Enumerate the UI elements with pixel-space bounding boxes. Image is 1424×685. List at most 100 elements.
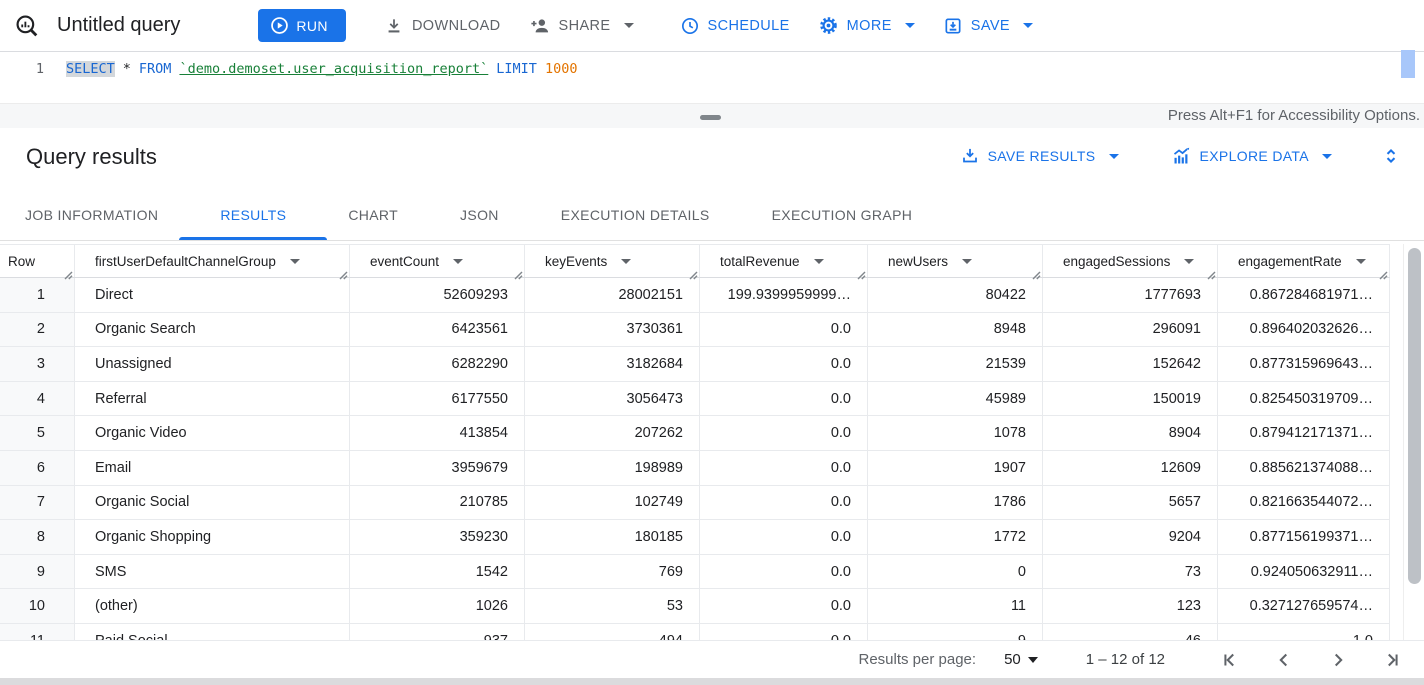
sql-from-keyword: FROM [138, 61, 172, 77]
download-icon [384, 16, 404, 36]
column-resize-handle[interactable] [1207, 271, 1216, 280]
last-page-button[interactable] [1380, 648, 1404, 672]
first-page-button[interactable] [1218, 648, 1242, 672]
cell-engagementrate: 0.821663544072… [1218, 485, 1390, 520]
tab-execution-details[interactable]: EXECUTION DETAILS [530, 190, 741, 240]
cell-totalrevenue: 0.0 [700, 623, 868, 640]
more-button-label: MORE [846, 17, 892, 34]
save-button[interactable]: SAVE [943, 16, 1033, 36]
cell-newusers: 11 [868, 589, 1043, 623]
explore-data-label: EXPLORE DATA [1199, 148, 1309, 164]
tab-results[interactable]: RESULTS [179, 190, 328, 240]
cell-firstuserdefaultchannelgroup: (other) [75, 589, 350, 623]
collapse-panel-button[interactable] [1380, 145, 1402, 167]
more-button[interactable]: MORE [818, 15, 915, 36]
column-resize-handle[interactable] [64, 271, 73, 280]
row-number-cell: 6 [0, 450, 75, 485]
editor-scrollbar-thumb[interactable] [1401, 50, 1415, 78]
cell-firstuserdefaultchannelgroup: Organic Shopping [75, 520, 350, 554]
column-header-keyevents: keyEvents [525, 245, 700, 280]
cell-engagedsessions: 8904 [1043, 416, 1218, 450]
last-page-icon [1388, 653, 1398, 666]
cell-engagedsessions: 73 [1043, 554, 1218, 589]
save-results-button[interactable]: SAVE RESULTS [960, 146, 1119, 166]
tab-execution-graph[interactable]: EXECUTION GRAPH [741, 190, 944, 240]
cell-firstuserdefaultchannelgroup: Paid Social [75, 623, 350, 640]
schedule-button[interactable]: SCHEDULE [680, 16, 790, 36]
run-button-label: RUN [296, 17, 328, 34]
save-button-label: SAVE [970, 17, 1010, 34]
column-resize-handle[interactable] [689, 271, 698, 280]
column-header-label: engagedSessions [1063, 253, 1171, 269]
row-number-cell: 1 [0, 278, 75, 312]
cell-engagedsessions: 46 [1043, 623, 1218, 640]
cell-eventcount: 937 [350, 623, 525, 640]
column-menu-caret-icon[interactable] [1355, 258, 1366, 264]
cell-eventcount: 1026 [350, 589, 525, 623]
column-header-label: Row [8, 253, 36, 269]
column-header-label: newUsers [888, 253, 949, 269]
table-row: 3 Unassigned 6282290 3182684 0.0 21539 152642 0… [0, 347, 1390, 382]
save-caret-icon [1023, 23, 1033, 28]
cell-newusers: 1786 [868, 485, 1043, 520]
column-resize-handle[interactable] [1032, 271, 1041, 280]
table-row: 1 Direct 52609293 28002151 199.9399959999… 80… [0, 278, 1390, 313]
horizontal-scrollbar[interactable] [0, 678, 1424, 685]
explore-data-button[interactable]: EXPLORE DATA [1171, 146, 1332, 167]
cell-eventcount: 210785 [350, 485, 525, 520]
column-resize-handle[interactable] [514, 271, 523, 280]
cell-newusers: 45989 [868, 381, 1043, 416]
column-resize-handle[interactable] [1379, 271, 1388, 280]
tab-chart[interactable]: CHART [317, 190, 429, 240]
column-header-label: eventCount [370, 253, 440, 269]
run-button[interactable]: RUN [258, 9, 346, 42]
query-results-header: Query results SAVE RESULTS [0, 128, 1424, 190]
results-table-header: Row firstUserDefaultChannelGroup eventCoun… [0, 244, 1390, 280]
tab-label: JOB INFORMATION [25, 207, 159, 223]
gear-icon [818, 15, 839, 36]
sql-editor[interactable]: 1 SELECT * FROM `demo.demoset.user_acquisit… [0, 50, 1424, 103]
column-header-firstuserdefaultchannelgroup: firstUserDefaultChannelGroup [75, 245, 350, 280]
clock-icon [680, 16, 700, 36]
panel-drag-handle[interactable] [700, 115, 721, 120]
column-menu-caret-icon[interactable] [621, 258, 632, 264]
query-tab-icon [14, 13, 40, 39]
table-row: 5 Organic Video 413854 207262 0.0 1078 8904 0.8… [0, 416, 1390, 451]
column-menu-caret-icon[interactable] [1184, 258, 1195, 264]
column-header-label: firstUserDefaultChannelGroup [95, 253, 276, 269]
tab-job-information[interactable]: JOB INFORMATION [25, 190, 189, 240]
column-menu-caret-icon[interactable] [962, 258, 973, 264]
cell-engagedsessions: 150019 [1043, 381, 1218, 416]
page-size-select[interactable]: 50 [1004, 651, 1038, 668]
table-scrollbar-track[interactable] [1403, 244, 1424, 640]
tab-label: EXECUTION DETAILS [560, 207, 710, 223]
panel-splitter-strip: Press Alt+F1 for Accessibility Options. [0, 103, 1424, 128]
cell-firstuserdefaultchannelgroup: Direct [75, 278, 350, 312]
query-title: Untitled query [57, 14, 181, 36]
cell-newusers: 1078 [868, 416, 1043, 450]
column-resize-handle[interactable] [339, 271, 348, 280]
column-menu-caret-icon[interactable] [813, 258, 824, 264]
cell-totalrevenue: 0.0 [700, 485, 868, 520]
sql-code-line[interactable]: SELECT * FROM `demo.demoset.user_acquisitio… [66, 61, 577, 77]
sql-table-reference-link[interactable]: `demo.demoset.user_acquisition_report` [179, 61, 489, 77]
table-scrollbar-thumb[interactable] [1408, 248, 1421, 584]
cell-engagedsessions: 1777693 [1043, 278, 1218, 312]
download-button[interactable]: DOWNLOAD [384, 16, 501, 36]
results-tabs: JOB INFORMATION RESULTS CHART JSON EXECUTION… [0, 190, 1424, 241]
cell-firstuserdefaultchannelgroup: Email [75, 450, 350, 485]
table-row: 4 Referral 6177550 3056473 0.0 45989 150019 0.8… [0, 381, 1390, 417]
next-page-button[interactable] [1326, 648, 1350, 672]
previous-page-button[interactable] [1272, 648, 1296, 672]
column-menu-caret-icon[interactable] [289, 258, 300, 264]
cell-eventcount: 3959679 [350, 450, 525, 485]
cell-firstuserdefaultchannelgroup: Organic Social [75, 485, 350, 520]
column-header-row: Row [0, 245, 75, 280]
tab-json[interactable]: JSON [429, 190, 530, 240]
tab-label: CHART [348, 207, 399, 223]
share-button[interactable]: SHARE [529, 15, 634, 37]
cell-newusers: 0 [868, 554, 1043, 589]
column-resize-handle[interactable] [857, 271, 866, 280]
sql-limit-value: 1000 [544, 61, 578, 77]
column-menu-caret-icon[interactable] [453, 258, 464, 264]
